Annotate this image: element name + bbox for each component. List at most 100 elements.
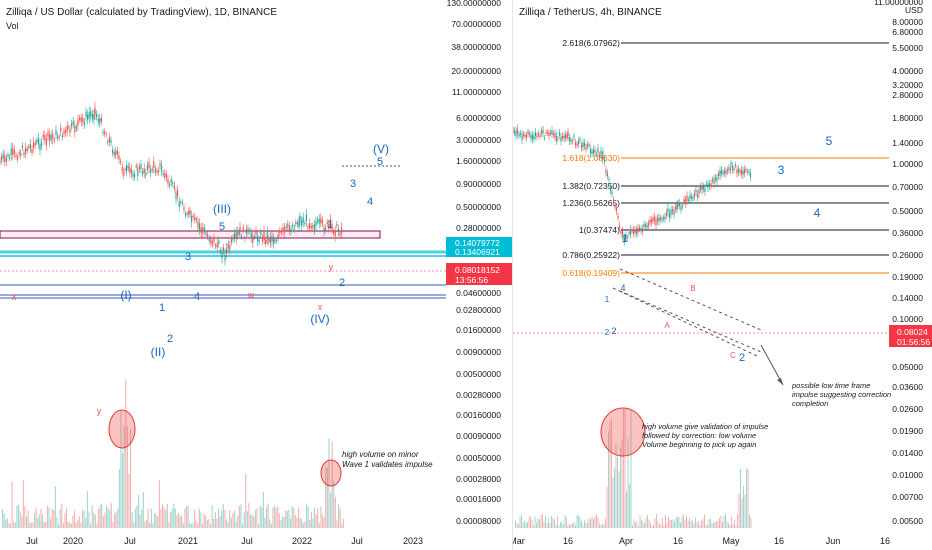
left-candle — [261, 237, 263, 242]
right-candle — [652, 218, 654, 221]
left-volume-bar — [146, 519, 148, 528]
left-candle — [215, 245, 217, 247]
left-candle — [167, 179, 169, 184]
right-candle — [692, 197, 694, 199]
right-time-tick: 16 — [880, 536, 890, 546]
right-candle — [564, 134, 567, 139]
left-candle — [164, 173, 166, 177]
left-chart-pane[interactable]: 130.00000000 70.00000000 38.00000000 20.000… — [0, 0, 512, 550]
left-volume-bar — [21, 516, 23, 528]
right-volume-bar — [536, 522, 537, 528]
right-candle — [582, 142, 584, 148]
left-candle — [285, 226, 287, 229]
left-badge-text: 0.08018152 — [455, 265, 500, 275]
left-candle — [53, 139, 55, 141]
left-candle — [138, 166, 140, 170]
right-volume-bar — [548, 518, 549, 528]
right-candle — [594, 149, 596, 153]
left-candle — [301, 220, 303, 226]
left-volume-bar — [229, 510, 231, 528]
left-volume-bar — [122, 452, 124, 528]
left-volume-bar — [133, 522, 135, 528]
left-candle — [170, 179, 172, 183]
right-volume-bar — [620, 447, 621, 528]
right-volume-bar — [675, 517, 677, 528]
right-chart-pane[interactable]: USD 11.00000000 8.00000 6.80000 5.50000 4.000… — [512, 0, 932, 550]
right-volume-bar — [659, 524, 660, 528]
left-volume-bar — [277, 506, 279, 528]
left-volume-bar — [18, 504, 20, 528]
left-chart-canvas[interactable]: 130.0000000070.0000000038.0000000020.000… — [0, 0, 512, 550]
right-candle — [626, 236, 629, 239]
right-candle — [714, 177, 717, 180]
right-volume-bar — [698, 521, 699, 528]
left-candle — [104, 131, 106, 134]
right-time-tick: Mar — [513, 536, 525, 546]
left-candle — [287, 223, 289, 227]
right-candle — [638, 227, 641, 230]
left-candle — [88, 112, 90, 119]
right-volume-bar — [572, 523, 573, 528]
right-price-tick: 1.40000 — [892, 138, 923, 148]
left-volume-bar — [221, 510, 223, 528]
left-candle — [145, 172, 147, 176]
right-annotation-text: Volume beginning to pick up again — [642, 440, 756, 449]
left-volume-bar — [274, 505, 276, 528]
right-volume-bar — [602, 524, 603, 528]
left-candle — [5, 158, 7, 163]
right-candle — [513, 130, 516, 134]
left-price-tick: 0.00028000 — [456, 474, 501, 484]
right-candle — [527, 131, 529, 134]
right-fib-label: 0.618(0.19409) — [562, 268, 620, 278]
left-candle — [307, 226, 309, 228]
left-volume-bar — [203, 513, 205, 528]
left-candle — [249, 229, 251, 232]
left-volume-bar — [338, 504, 340, 528]
right-price-tick: 0.00700 — [892, 492, 923, 502]
right-volume-bar — [543, 521, 545, 528]
left-candle — [153, 161, 155, 168]
left-time-tick: 2023 — [403, 536, 423, 546]
left-candle — [29, 143, 31, 149]
left-candle — [112, 149, 114, 153]
left-volume-bar — [198, 508, 200, 528]
right-volume-bar — [563, 524, 564, 528]
left-candle — [33, 142, 35, 149]
left-candle — [224, 254, 226, 261]
right-candle — [736, 169, 738, 174]
right-price-tick: 0.01000 — [892, 470, 923, 480]
left-volume-bar — [186, 505, 188, 528]
right-candle — [745, 169, 747, 171]
left-candle — [120, 160, 122, 163]
left-candle — [63, 131, 65, 134]
right-time-tick: Apr — [619, 536, 633, 546]
right-candle — [563, 136, 565, 139]
left-volume-bar — [93, 512, 95, 528]
right-price-tick: 0.01900 — [892, 426, 923, 436]
right-candle — [551, 130, 553, 135]
right-volume-bar — [605, 518, 606, 528]
right-volume-bar — [711, 523, 713, 528]
left-candle — [140, 164, 142, 170]
left-volume-label: Vol — [6, 21, 19, 31]
left-volume-bar — [326, 467, 328, 528]
left-price-tick: 70.00000000 — [451, 19, 501, 29]
left-badge-text: 0.13406921 — [455, 247, 500, 257]
right-candle — [729, 168, 732, 171]
right-wave-label: 1 — [622, 233, 628, 245]
left-candle — [79, 117, 81, 120]
left-candle — [159, 163, 161, 167]
left-volume-bar — [115, 511, 117, 528]
left-volume-bar — [142, 492, 144, 528]
right-price-tick: 11.00000000 — [874, 0, 923, 7]
right-volume-bar — [746, 468, 747, 528]
left-wave-label: 1 — [327, 219, 333, 231]
left-candle — [188, 211, 190, 215]
right-candle — [731, 165, 734, 170]
right-volume-bar — [669, 519, 671, 528]
left-volume-bar — [40, 508, 42, 528]
left-candle — [312, 225, 314, 228]
left-volume-bar — [32, 522, 34, 528]
right-candle — [702, 186, 705, 190]
